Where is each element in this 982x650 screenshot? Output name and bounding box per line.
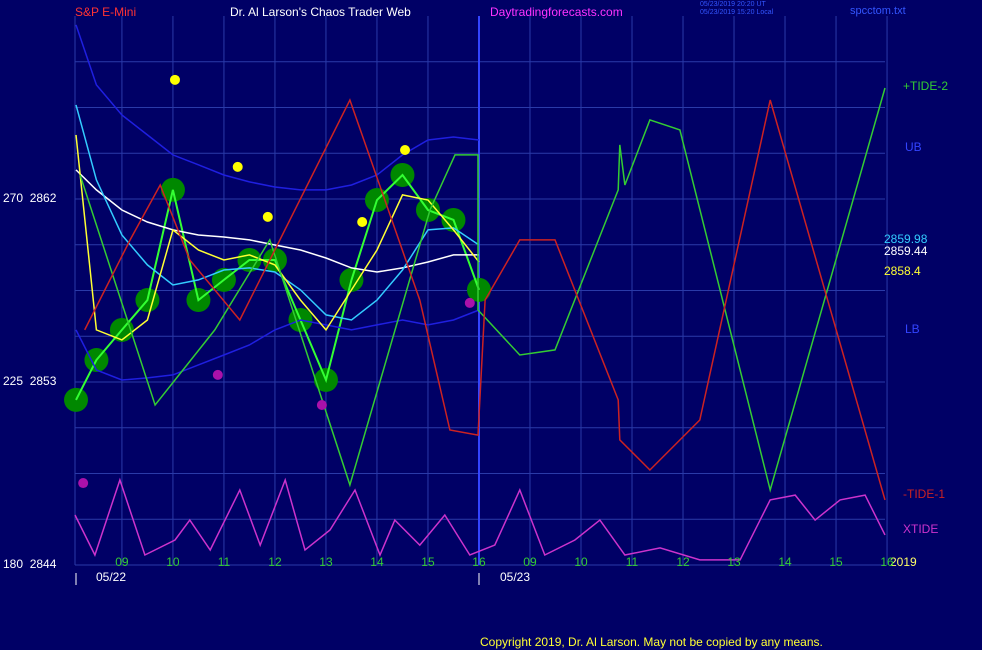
series-line bbox=[84, 98, 886, 501]
x-tick-label: 14 bbox=[778, 555, 792, 569]
x-tick-label: 16 bbox=[472, 555, 486, 569]
series-line bbox=[79, 87, 886, 493]
copyright: Copyright 2019, Dr. Al Larson. May not b… bbox=[480, 635, 823, 649]
x-tick-label: 16 bbox=[880, 555, 894, 569]
series-line bbox=[75, 24, 480, 191]
timestamp: 05/23/2019 15:20 Local bbox=[700, 9, 774, 16]
end-value: 2859.98 bbox=[884, 232, 928, 246]
series-line bbox=[74, 477, 886, 561]
pivot-dot bbox=[169, 74, 180, 85]
series-label: XTIDE bbox=[903, 522, 938, 536]
pivot-dot bbox=[232, 161, 243, 172]
x-tick-label: 14 bbox=[370, 555, 384, 569]
y-tick-label: 270 2862 bbox=[3, 191, 57, 205]
pivot-dot bbox=[464, 297, 475, 308]
x-tick-label: 13 bbox=[727, 555, 741, 569]
year-label: 2019 bbox=[890, 555, 917, 569]
site: Daytradingforecasts.com bbox=[490, 5, 623, 19]
pivot-dot bbox=[262, 211, 273, 222]
series-line bbox=[75, 309, 480, 381]
series-line bbox=[75, 104, 480, 321]
x-tick-label: 10 bbox=[574, 555, 588, 569]
file-name: spcctom.txt bbox=[850, 5, 906, 17]
pivot-dot bbox=[357, 216, 368, 227]
series-line bbox=[75, 134, 480, 341]
pivot-dot bbox=[212, 369, 223, 380]
x-tick-label: 09 bbox=[523, 555, 537, 569]
instrument: S&P E-Mini bbox=[75, 5, 136, 19]
x-tick-label: 09 bbox=[115, 555, 129, 569]
x-tick-label: 15 bbox=[421, 555, 435, 569]
series-label: UB bbox=[905, 140, 922, 154]
x-tick-label: 10 bbox=[166, 555, 180, 569]
series-label: -TIDE-1 bbox=[903, 487, 945, 501]
x-tick-label: 13 bbox=[319, 555, 333, 569]
price-line bbox=[75, 173, 480, 401]
pivot-dot bbox=[400, 144, 411, 155]
series-line bbox=[75, 169, 479, 273]
end-value: 2859.44 bbox=[884, 244, 928, 258]
x-tick-label: 12 bbox=[268, 555, 282, 569]
x-tick-label: 12 bbox=[676, 555, 690, 569]
timestamp: 05/23/2019 20:20 UT bbox=[700, 1, 766, 8]
series-label: LB bbox=[905, 322, 920, 336]
y-tick-label: 180 2844 bbox=[3, 557, 57, 571]
pivot-dot bbox=[316, 399, 327, 410]
day-label: 05/22 bbox=[96, 570, 126, 584]
end-value: 2858.4 bbox=[884, 264, 921, 278]
pivot-dot bbox=[78, 478, 89, 489]
day-label: 05/23 bbox=[500, 570, 530, 584]
y-tick-label: 225 2853 bbox=[3, 374, 57, 388]
x-tick-label: 15 bbox=[829, 555, 843, 569]
marks bbox=[64, 24, 886, 561]
x-tick-label: 11 bbox=[626, 555, 639, 569]
series-label: +TIDE-2 bbox=[903, 79, 948, 93]
x-tick-label: 11 bbox=[218, 555, 231, 569]
chart-title: Dr. Al Larson's Chaos Trader Web bbox=[230, 5, 411, 19]
